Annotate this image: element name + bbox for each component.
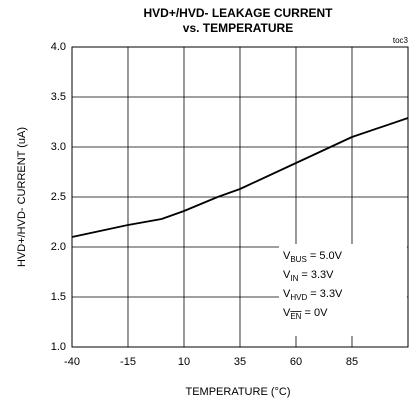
x-tick-label: 85: [346, 356, 358, 368]
annotation: VIN = 3.3V: [283, 269, 334, 283]
annotation-sub: EN: [290, 312, 301, 321]
y-tick-label: 3.5: [51, 91, 66, 103]
y-tick-label: 2.0: [51, 241, 66, 253]
x-axis-label: TEMPERATURE (°C): [185, 386, 290, 398]
x-tick-label: 35: [234, 356, 246, 368]
x-tick-label: -40: [64, 356, 80, 368]
annotation-rest: = 0V: [301, 307, 328, 319]
annotation-sub: HVD: [290, 293, 307, 302]
plot-frame: [71, 46, 409, 348]
annotation-main: V: [283, 250, 291, 262]
y-tick-label: 1.0: [51, 341, 66, 353]
line-series: [71, 117, 409, 238]
annotation-rest: = 5.0V: [307, 250, 343, 262]
x-tick-label: 10: [178, 356, 190, 368]
annotation-sub: IN: [290, 274, 298, 283]
x-tick-label: 60: [290, 356, 302, 368]
annotation-main: V: [283, 269, 291, 281]
annotation: VEN = 0V: [283, 307, 328, 321]
annotation-rest: = 3.3V: [307, 288, 343, 300]
y-axis-label: HVD+/HVD- CURRENT (uA): [16, 127, 28, 267]
annotation-sub: BUS: [290, 255, 306, 264]
corner-label: toc3: [393, 36, 409, 45]
x-tick-label: -15: [120, 356, 136, 368]
annotation: VHVD = 3.3V: [283, 288, 343, 302]
annotation-main: V: [283, 288, 291, 300]
y-tick-label: 4.0: [51, 41, 66, 53]
y-tick-label: 3.0: [51, 141, 66, 153]
annotation: VBUS = 5.0V: [283, 250, 343, 264]
y-tick-label: 1.5: [51, 291, 66, 303]
annotation-main: V: [283, 307, 291, 319]
chart-title: HVD+/HVD- LEAKAGE CURRENT: [143, 6, 333, 20]
y-tick-label: 2.5: [51, 191, 66, 203]
chart-title: vs. TEMPERATURE: [183, 21, 293, 35]
annotation-background: [279, 244, 407, 336]
annotation-rest: = 3.3V: [298, 269, 334, 281]
